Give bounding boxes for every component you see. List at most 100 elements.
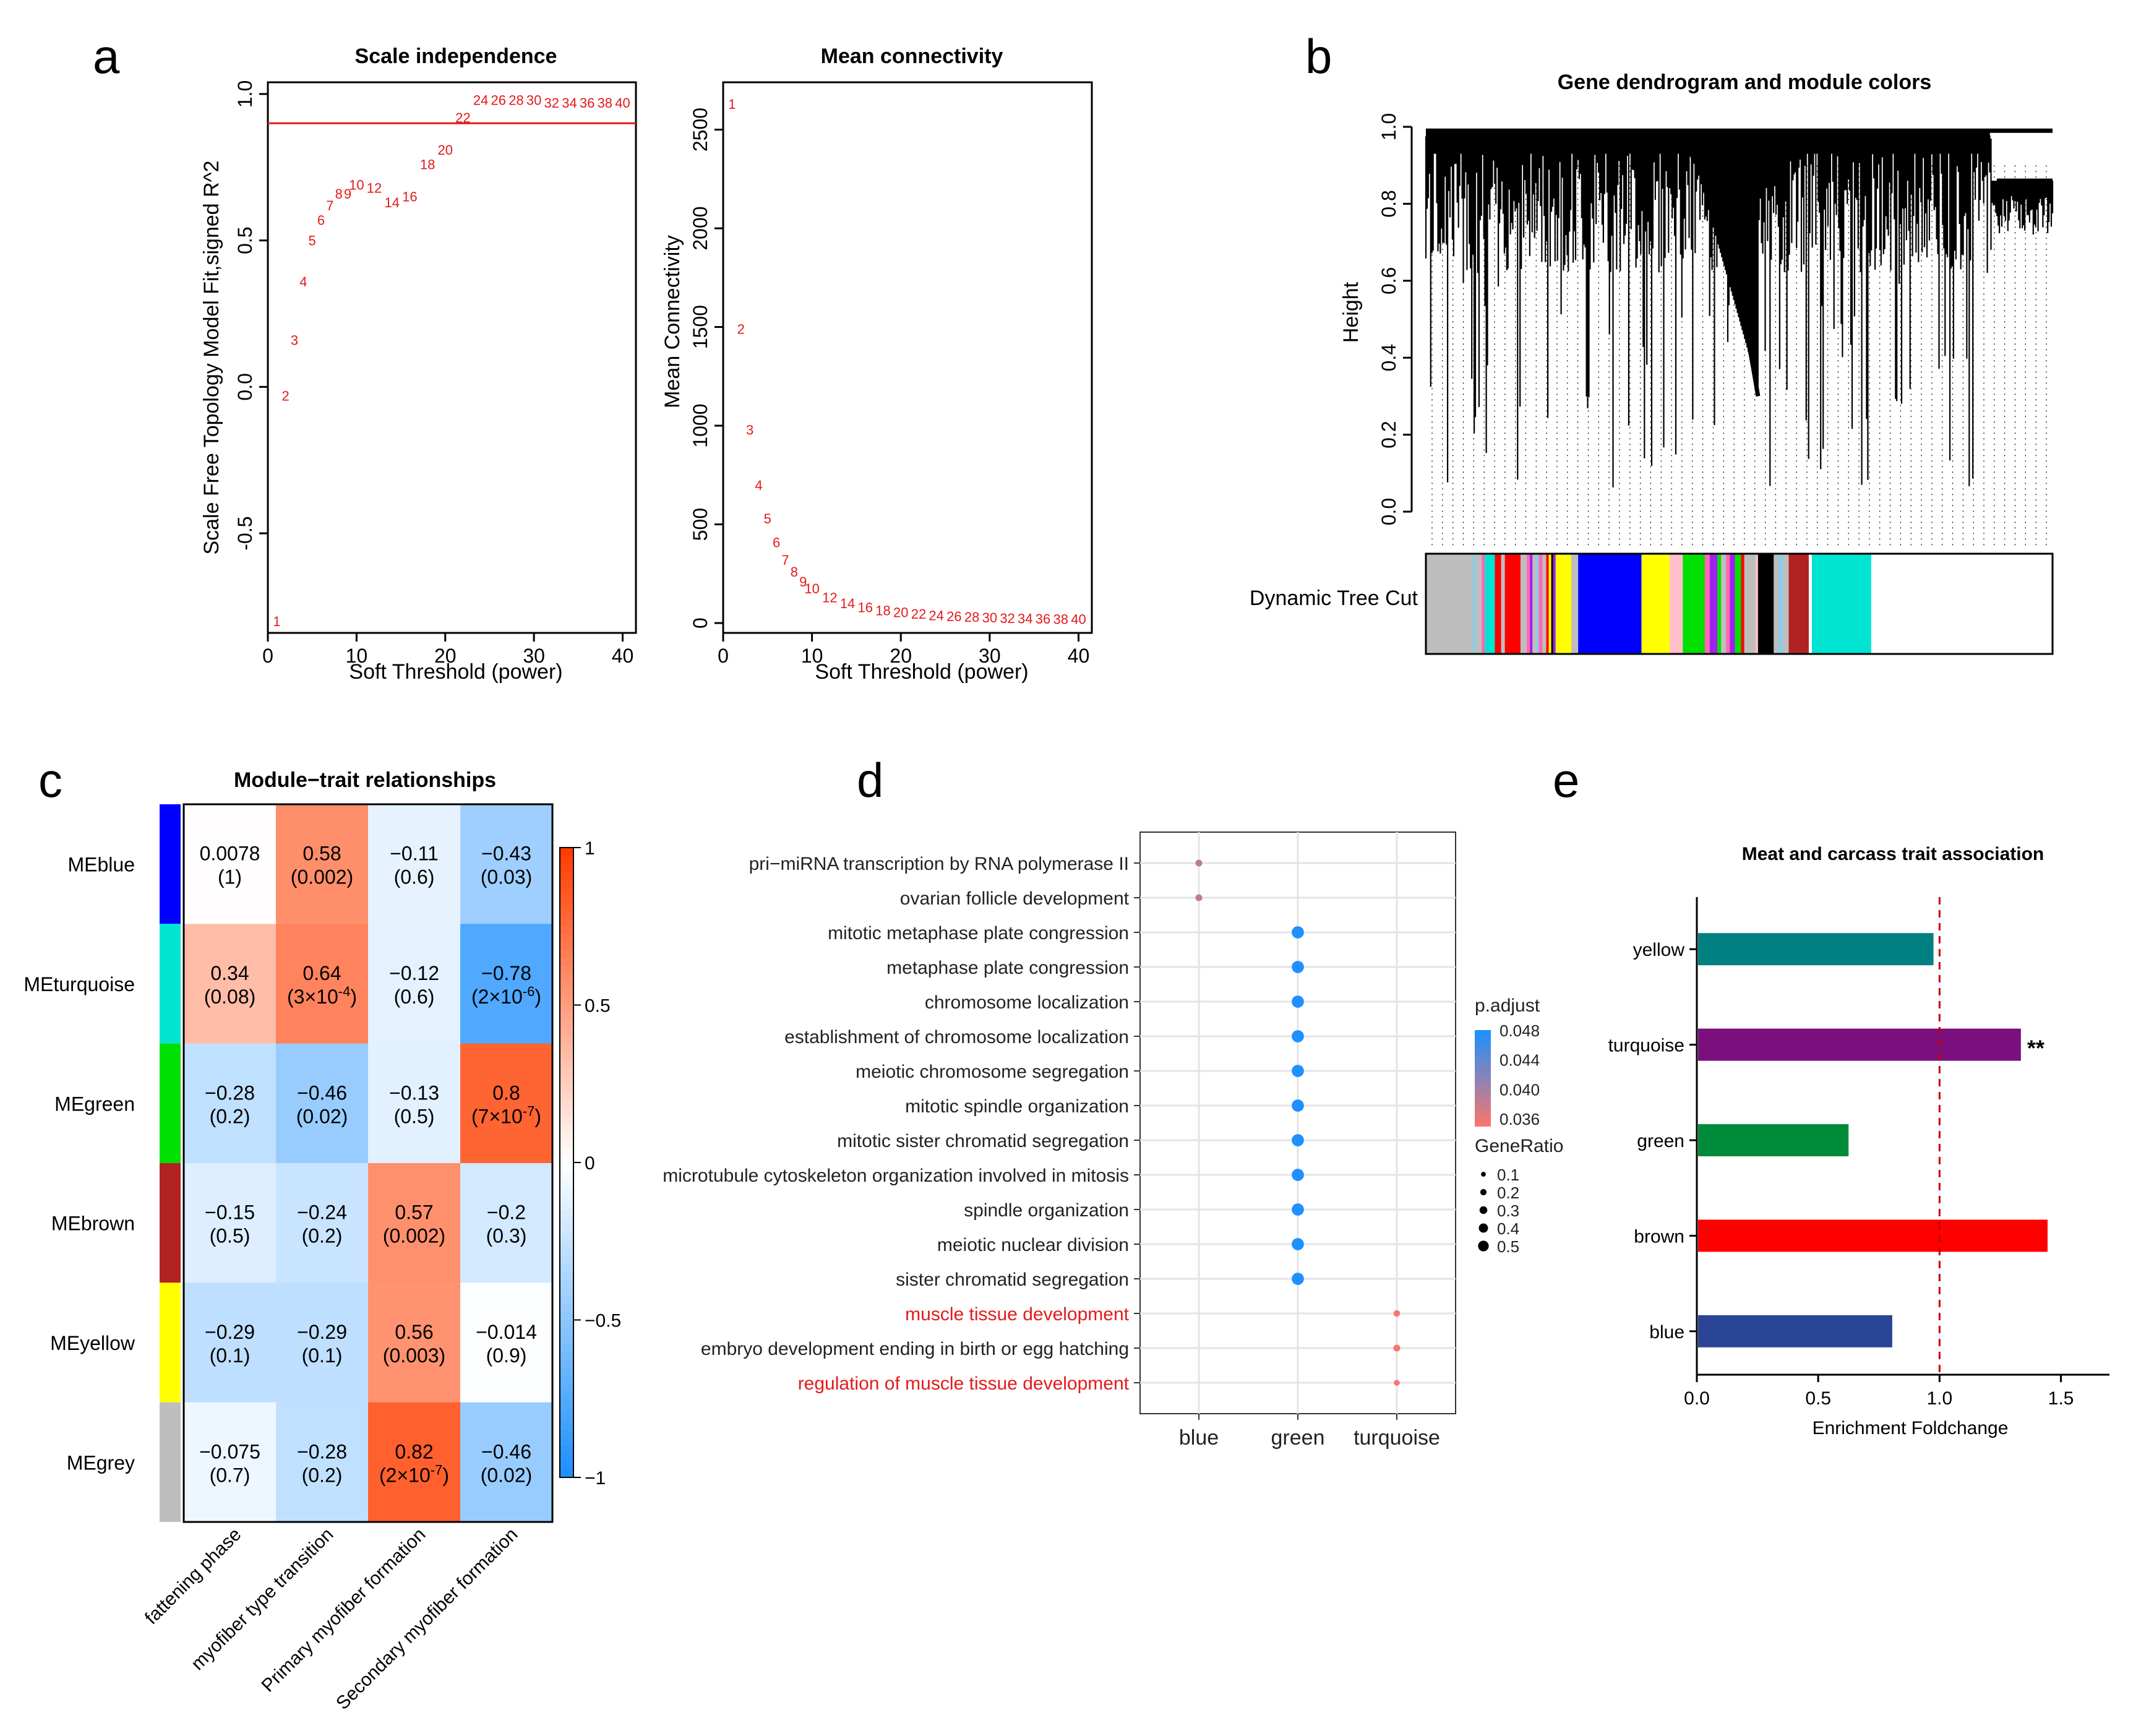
padj-scale-step	[1475, 1039, 1491, 1043]
padj-scale-step	[1475, 1054, 1491, 1057]
padj-scale-step	[1475, 1037, 1491, 1041]
x-tick-label: 1.0	[1926, 1388, 1952, 1409]
x-tick-label: 1.5	[2048, 1388, 2074, 1409]
scale-step	[560, 918, 573, 927]
padj-tick-label: 0.040	[1500, 1080, 1540, 1099]
scale-independence-plot: Scale independence Scale Free Topology M…	[200, 45, 637, 684]
scale-step	[560, 926, 573, 935]
padj-scale-step	[1475, 1083, 1491, 1086]
scale-tick-label: 0	[585, 1153, 595, 1174]
heatmap-cell	[460, 1402, 553, 1523]
module-segment	[1755, 554, 1759, 654]
scale-step	[560, 1367, 573, 1376]
enrichment-dot	[1292, 1065, 1304, 1077]
heatmap-cell	[276, 1283, 369, 1403]
module-segment	[1485, 554, 1496, 654]
module-segment	[1501, 554, 1506, 654]
scale-step	[560, 1469, 573, 1478]
heatmap-cell	[184, 1043, 277, 1164]
y-tick-label: 2500	[689, 108, 711, 152]
module-label: green	[1271, 1426, 1325, 1450]
scale-step	[560, 887, 573, 896]
module-segment	[1741, 554, 1745, 654]
heatmap-cell	[368, 924, 461, 1044]
scale-step	[560, 1013, 573, 1021]
panel-label-b: b	[1305, 29, 1332, 84]
y-tick-label: 1.0	[1378, 113, 1400, 140]
panel-label-a: a	[93, 29, 120, 84]
x-ticks: 0.0 0.5 1.0 1.5	[1684, 1375, 2074, 1409]
x-tick-label: 40	[612, 645, 634, 667]
chart-title: Mean connectivity	[821, 45, 1003, 68]
padj-scale-step	[1475, 1080, 1491, 1084]
chart-title: Scale independence	[355, 45, 557, 68]
padj-scale-step	[1475, 1094, 1491, 1098]
cell-pvalue: (0.3)	[486, 1225, 527, 1247]
ratio-legend-dot	[1480, 1188, 1487, 1196]
cell-correlation: 0.64	[302, 962, 341, 984]
point-label: 24	[473, 92, 488, 108]
y-tick-label: 1.0	[234, 80, 256, 108]
y-tick-label: 0.0	[1378, 498, 1400, 525]
row-color-swatch	[160, 1043, 181, 1163]
scale-step	[560, 1351, 573, 1360]
cell-pvalue: (0.1)	[302, 1344, 343, 1367]
enrichment-dot	[1292, 1238, 1304, 1250]
cell-correlation: −0.46	[481, 1440, 531, 1463]
x-axis-title: Soft Threshold (power)	[349, 660, 562, 684]
y-tick-label: 0	[689, 617, 711, 629]
scale-step	[560, 1146, 573, 1156]
heatmap-cell	[460, 924, 553, 1044]
scale-step	[560, 848, 573, 856]
term-label: mitotic spindle organization	[905, 1096, 1129, 1117]
row-color-swatch	[160, 1402, 181, 1522]
enrichment-dot	[1195, 859, 1203, 867]
heatmap-cell	[276, 1043, 369, 1164]
padj-scale-step	[1475, 1049, 1491, 1052]
scale-step	[560, 1044, 573, 1053]
padj-scale-step	[1475, 1097, 1491, 1101]
ratio-legend-dot	[1478, 1240, 1489, 1252]
category-label: brown	[1634, 1226, 1684, 1247]
padj-scale-step	[1475, 1104, 1491, 1107]
module-bar-frame	[1425, 552, 2054, 655]
term-label: pri−miRNA transcription by RNA polymeras…	[749, 854, 1129, 874]
panel-label-e: e	[1553, 753, 1579, 807]
term-label: muscle tissue development	[905, 1304, 1130, 1325]
cell-correlation: 0.82	[395, 1440, 433, 1463]
bar	[1698, 1124, 1849, 1156]
go-enrichment-dotplot: pri−miRNA transcription by RNA polymeras…	[663, 831, 1563, 1450]
point-label: 20	[893, 605, 908, 621]
module-segment	[1542, 554, 1547, 654]
heatmap-cell	[276, 804, 369, 924]
padj-scale-step	[1475, 1102, 1491, 1106]
scale-step	[560, 1280, 573, 1289]
module-segment	[1808, 554, 1813, 654]
scale-step	[560, 1123, 573, 1132]
cell-pvalue: (0.08)	[204, 986, 256, 1008]
module-label: turquoise	[1354, 1426, 1440, 1450]
point-label: 16	[858, 600, 873, 616]
enrichment-dot	[1394, 1380, 1400, 1386]
term-label: embryo development ending in birth or eg…	[701, 1339, 1129, 1359]
y-tick-label: 0.6	[1378, 267, 1400, 294]
point-label: 12	[367, 180, 382, 196]
padj-scale-step	[1475, 1116, 1491, 1120]
module-segment	[1538, 554, 1543, 654]
x-ticks: 0 10 20 30 40	[718, 633, 1089, 667]
ratio-legend-dot	[1481, 1172, 1486, 1177]
module-segment	[1812, 554, 1871, 654]
category-label: blue	[1649, 1322, 1684, 1343]
module-segment	[1782, 554, 1790, 654]
y-axis-title: Mean Connectivity	[661, 235, 684, 408]
scale-step	[560, 1304, 573, 1313]
point-label: 30	[982, 610, 997, 625]
cell-pvalue: (0.9)	[486, 1344, 527, 1367]
row-color-strip	[160, 804, 181, 1522]
y-axis-title: Scale Free Topology Model Fit,signed R^2	[200, 160, 223, 554]
scale-step	[560, 989, 573, 998]
ratio-legend-dot	[1479, 1206, 1488, 1214]
module-segment	[1520, 554, 1527, 654]
module-segment	[1426, 554, 1474, 654]
